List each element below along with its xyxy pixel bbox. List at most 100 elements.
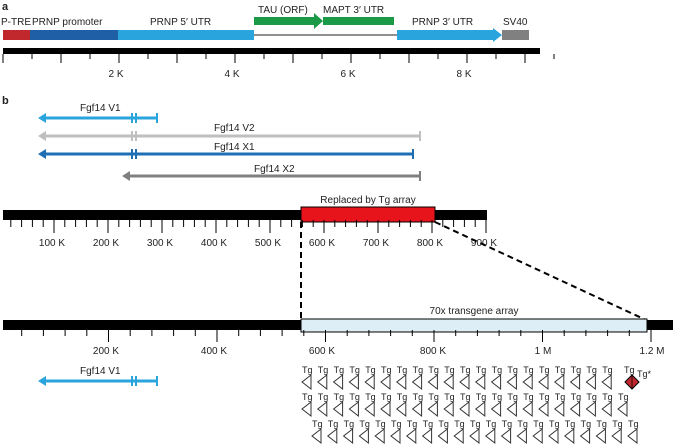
tg-unit-triangle-icon bbox=[453, 427, 464, 445]
tg-unit-triangle-icon bbox=[553, 400, 565, 418]
tg-unit-triangle-icon bbox=[585, 373, 596, 391]
tg-unit-label: Tg bbox=[359, 419, 370, 429]
tick-label-700k: 700 K bbox=[363, 238, 389, 249]
tg-unit-label: Tg bbox=[507, 365, 518, 375]
tg-unit-label: Tg bbox=[486, 419, 497, 429]
label-prnp-5utr: PRNP 5′ UTR bbox=[150, 17, 211, 28]
tg-unit-label: Tg bbox=[549, 419, 560, 429]
transcript-x1-arrowhead bbox=[38, 149, 46, 159]
tg-unit-label: Tg bbox=[565, 419, 576, 429]
tick-label-100k: 100 K bbox=[39, 238, 65, 249]
tg-unit-triangle-icon bbox=[484, 427, 496, 445]
tg-unit-triangle-icon bbox=[538, 373, 549, 391]
tg-unit-triangle-icon bbox=[459, 400, 470, 418]
tg-unit-triangle-icon bbox=[427, 400, 438, 418]
tg-unit-label: Tg bbox=[381, 392, 392, 402]
tg-unit-label: Tg bbox=[397, 392, 408, 402]
tg-unit-label: Tg bbox=[586, 392, 597, 402]
tg-unit-triangle-icon bbox=[311, 427, 322, 445]
tg-unit-triangle-icon bbox=[506, 400, 517, 418]
tg-unit-label: Tg bbox=[602, 392, 613, 402]
tg-unit-triangle-icon bbox=[380, 373, 391, 391]
transcript-x2-label: Fgf14 X2 bbox=[254, 164, 295, 175]
tg-unit-label: Tg bbox=[444, 365, 455, 375]
transcript-v2-exon bbox=[419, 131, 421, 141]
construct-axis-bar bbox=[3, 48, 540, 54]
tg-unit-triangle-icon bbox=[601, 373, 612, 391]
transgene-array-block bbox=[300, 318, 648, 333]
tg-unit-triangle-icon bbox=[506, 373, 517, 391]
tick-label-1-2m: 1.2 M bbox=[639, 346, 664, 357]
tick-label-8k: 8 K bbox=[456, 69, 471, 80]
transcript-v1-label: Fgf14 V1 bbox=[80, 103, 121, 114]
tg-unit-triangle-icon bbox=[395, 400, 407, 418]
transgene-array-label: 70x transgene array bbox=[430, 306, 519, 317]
tg-unit-grid: Tg Tg Tg Tg Tg Tg Tg Tg Tg Tg Tg Tg Tg Tg Tg Tg Tg Tg Tg Tg… bbox=[301, 365, 639, 445]
segment-tau-orf bbox=[254, 13, 323, 29]
tg-marked-label: Tg* bbox=[637, 369, 652, 379]
tg-unit-triangle-icon bbox=[395, 373, 407, 391]
tg-unit-label: Tg bbox=[539, 392, 550, 402]
tg-unit-label: Tg bbox=[586, 365, 597, 375]
segment-mapt-3utr bbox=[323, 17, 394, 25]
tg-unit-label: Tg bbox=[349, 392, 360, 402]
transcript-v2-exon bbox=[135, 131, 137, 141]
tg-unit-triangle-icon bbox=[301, 400, 312, 418]
tg-unit-triangle-icon bbox=[332, 373, 344, 391]
tg-unit-label: Tg bbox=[460, 365, 471, 375]
tg-unit-label: Tg bbox=[602, 365, 613, 375]
tick-label-6k: 6 K bbox=[340, 69, 355, 80]
tg-unit-triangle-icon bbox=[474, 373, 486, 391]
tg-unit-triangle-icon bbox=[348, 373, 359, 391]
tg-unit-triangle-icon bbox=[390, 427, 401, 445]
tg-unit-label: Tg bbox=[334, 365, 345, 375]
tick-label-4k: 4 K bbox=[224, 69, 239, 80]
transcript-v1-arrowhead bbox=[38, 113, 46, 123]
tg-unit-triangle-icon bbox=[490, 373, 502, 391]
tg-unit-label: Tg bbox=[397, 365, 408, 375]
tg-unit-triangle-icon bbox=[627, 427, 638, 445]
tick-label-1m: 1 M bbox=[535, 346, 552, 357]
tg-unit-triangle-icon bbox=[601, 400, 612, 418]
tg-unit-label: Tg bbox=[413, 392, 424, 402]
tg-unit-label: Tg bbox=[460, 392, 471, 402]
tg-unit-label: Tg bbox=[533, 419, 544, 429]
transcript-v1-tg-arrowhead bbox=[38, 376, 46, 386]
tg-unit-label: Tg bbox=[476, 392, 487, 402]
tg-unit-label: Tg bbox=[618, 392, 629, 402]
tg-unit-label: Tg bbox=[375, 419, 386, 429]
tg-unit-label: Tg bbox=[381, 365, 392, 375]
replaced-region-label: Replaced by Tg array bbox=[320, 195, 415, 206]
tick-label-2k: 2 K bbox=[108, 69, 123, 80]
tick-label-600k: 600 K bbox=[309, 238, 335, 249]
segment-sv40 bbox=[502, 30, 529, 40]
tg-unit-label: Tg bbox=[628, 419, 639, 429]
tick-label-800k-tg: 800 K bbox=[420, 346, 446, 357]
panel-a-letter: a bbox=[2, 1, 9, 13]
tg-marked-unit: Tg* bbox=[624, 369, 652, 390]
tg-unit-label: Tg bbox=[624, 365, 635, 375]
tg-unit-triangle-icon bbox=[595, 427, 606, 445]
tg-unit-triangle-icon bbox=[316, 373, 328, 391]
tg-unit-label: Tg bbox=[539, 365, 550, 375]
tick-label-800k: 800 K bbox=[417, 238, 443, 249]
tg-unit-triangle-icon bbox=[459, 373, 470, 391]
tick-label-400k: 400 K bbox=[201, 238, 227, 249]
tg-unit-triangle-icon bbox=[563, 427, 575, 445]
tg-unit-triangle-icon bbox=[569, 400, 581, 418]
tg-unit-label: Tg bbox=[318, 365, 329, 375]
label-tau-orf: TAU (ORF) bbox=[258, 5, 308, 16]
tg-unit-label: Tg bbox=[344, 419, 355, 429]
tg-unit-triangle-icon bbox=[332, 400, 344, 418]
tick-label-600k-tg: 600 K bbox=[309, 346, 335, 357]
tg-unit-label: Tg bbox=[492, 392, 503, 402]
tg-unit-label: Tg bbox=[444, 392, 455, 402]
transcript-x1-exon bbox=[135, 149, 137, 159]
tg-unit-label: Tg bbox=[470, 419, 481, 429]
segment-prnp-promoter bbox=[30, 30, 118, 40]
tg-unit-triangle-icon bbox=[522, 400, 533, 418]
tg-unit-triangle-icon bbox=[522, 373, 533, 391]
tg-unit-triangle-icon bbox=[437, 427, 448, 445]
transcript-v1-tg-exon bbox=[135, 376, 137, 386]
label-prnp-promoter: PRNP promoter bbox=[32, 17, 103, 28]
